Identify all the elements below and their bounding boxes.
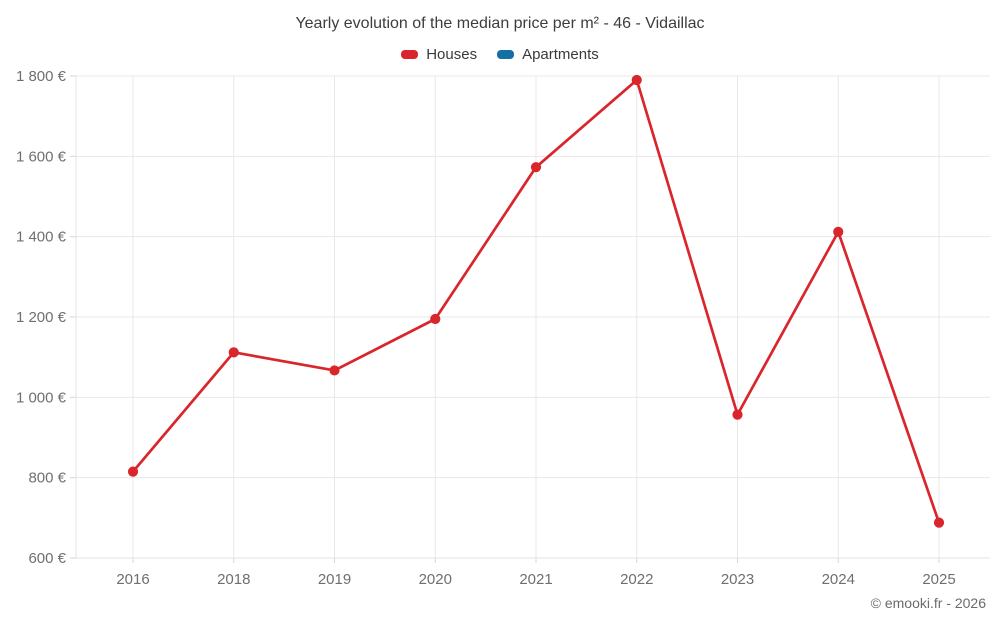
svg-text:2025: 2025 [922, 571, 955, 588]
legend-item-houses[interactable]: Houses [401, 46, 477, 63]
svg-text:1 800 €: 1 800 € [16, 68, 67, 85]
houses-legend-swatch-icon [401, 50, 419, 59]
legend-item-apartments[interactable]: Apartments [497, 46, 599, 63]
svg-text:1 200 €: 1 200 € [16, 309, 67, 326]
svg-text:2021: 2021 [519, 571, 552, 588]
svg-text:2022: 2022 [620, 571, 653, 588]
chart-title: Yearly evolution of the median price per… [295, 15, 705, 32]
legend: Houses Apartments [0, 46, 1000, 63]
svg-text:1 400 €: 1 400 € [16, 229, 67, 246]
svg-text:800 €: 800 € [28, 470, 66, 487]
svg-text:2019: 2019 [318, 571, 351, 588]
svg-text:1 600 €: 1 600 € [16, 148, 67, 165]
apartments-legend-label: Apartments [522, 46, 599, 63]
svg-text:2020: 2020 [419, 571, 452, 588]
apartments-legend-swatch-icon [497, 50, 515, 59]
svg-text:2018: 2018 [217, 571, 250, 588]
svg-text:600 €: 600 € [28, 550, 66, 567]
chart-credit[interactable]: © emooki.fr - 2026 [870, 595, 986, 611]
svg-text:2023: 2023 [721, 571, 754, 588]
svg-text:2016: 2016 [116, 571, 149, 588]
houses-legend-label: Houses [426, 46, 478, 63]
svg-text:1 000 €: 1 000 € [16, 389, 67, 406]
svg-text:2024: 2024 [822, 571, 855, 588]
